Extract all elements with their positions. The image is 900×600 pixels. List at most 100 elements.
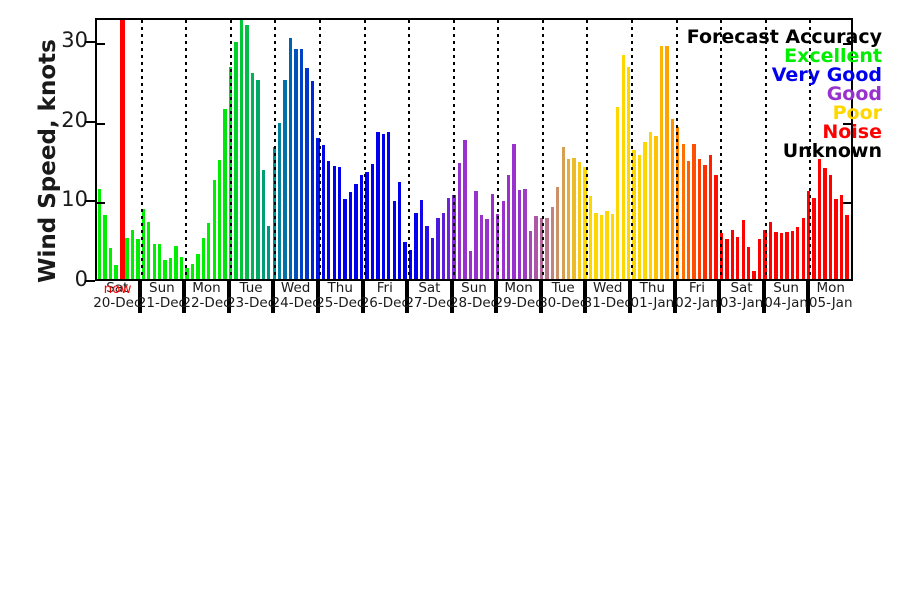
x-axis: Sat 20-Dec Sun 21-Dec Mon 22-Dec Tue 23-Dec Wed 2… — [93, 280, 853, 313]
x-axis-day-of-week: Fri — [376, 280, 393, 296]
bar — [294, 49, 298, 279]
bar — [643, 141, 647, 279]
bar — [485, 219, 489, 279]
x-axis-day-label: Mon 05-Jan — [802, 281, 860, 311]
day-separator — [631, 20, 634, 279]
bar — [501, 200, 505, 279]
bar — [517, 189, 522, 279]
x-axis-day-label: Sat 27-Dec — [400, 281, 458, 311]
bar — [845, 215, 849, 279]
bar — [299, 49, 304, 279]
y-tick-label: 30 — [61, 27, 88, 52]
bar — [741, 220, 745, 279]
x-axis-day-tick — [761, 281, 766, 313]
x-axis-date: 02-Jan — [675, 295, 719, 311]
bar — [354, 184, 358, 279]
x-axis-day-tick — [226, 281, 231, 313]
bar — [141, 208, 146, 279]
bar — [212, 180, 216, 279]
bar — [387, 131, 391, 279]
y-tick-mark — [85, 280, 95, 282]
bar — [108, 247, 113, 279]
bar — [136, 239, 140, 279]
now-marker-line — [119, 20, 125, 279]
x-axis-day-of-week: Sat — [106, 280, 129, 296]
day-separator — [363, 20, 366, 279]
day-separator — [408, 20, 411, 279]
x-axis-day-tick — [449, 281, 454, 313]
bar — [637, 155, 642, 279]
bar — [201, 237, 206, 279]
y-tick-mark-inner-right — [843, 122, 851, 125]
bar — [337, 167, 342, 279]
bar — [359, 174, 364, 279]
bar — [305, 67, 309, 279]
bar — [365, 172, 369, 279]
bar — [828, 175, 833, 279]
bar — [436, 217, 440, 279]
bar — [648, 132, 653, 279]
x-axis-day-tick — [672, 281, 677, 313]
bar — [785, 231, 789, 279]
legend-item-poor: Poor — [832, 102, 882, 124]
bar — [348, 192, 353, 279]
bar — [550, 207, 555, 279]
x-axis-day-label: Sun 28-Dec — [445, 281, 503, 311]
x-axis-day-of-week: Sun — [773, 280, 799, 296]
x-axis-day-of-week: Thu — [639, 280, 666, 296]
day-separator — [541, 20, 544, 279]
x-axis-date: 04-Jan — [764, 295, 808, 311]
x-axis-day-label: Sun 21-Dec — [133, 281, 191, 311]
x-axis-day-label: Tue 30-Dec — [534, 281, 592, 311]
x-axis-day-label: Wed 31-Dec — [579, 281, 637, 311]
bar — [556, 186, 560, 279]
bar — [730, 230, 734, 279]
x-axis-day-label: Mon 22-Dec — [177, 281, 235, 311]
bar — [207, 223, 211, 279]
bar — [168, 258, 173, 279]
x-axis-day-of-week: Fri — [688, 280, 705, 296]
bar — [512, 143, 516, 279]
x-axis-day-tick — [360, 281, 365, 313]
bar — [561, 146, 565, 279]
bar — [234, 42, 238, 279]
x-axis-day-of-week: Sun — [461, 280, 487, 296]
bar — [288, 38, 293, 279]
bar — [774, 231, 778, 279]
bar — [272, 146, 276, 279]
x-axis-date: 03-Jan — [719, 295, 764, 311]
x-axis-day-of-week: Thu — [327, 280, 353, 296]
bar — [419, 200, 424, 279]
x-axis-day-label: Fri 02-Jan — [668, 281, 726, 311]
bar — [425, 226, 429, 279]
day-separator — [809, 20, 812, 279]
x-axis-day-tick — [494, 281, 499, 313]
bar — [708, 155, 713, 279]
bar — [528, 231, 533, 279]
day-separator — [452, 20, 455, 279]
bar — [397, 181, 402, 279]
bar — [463, 140, 467, 279]
x-axis-day-tick — [717, 281, 722, 313]
legend-item-excellent: Excellent — [784, 45, 882, 67]
bar — [321, 145, 325, 279]
bar — [676, 126, 680, 279]
bar — [539, 218, 544, 279]
bar — [594, 212, 598, 279]
bar — [659, 46, 664, 279]
bar — [605, 211, 609, 279]
x-axis-day-label: Sat 03-Jan — [713, 281, 771, 311]
x-axis-day-label: Sat 20-Dec — [88, 281, 146, 311]
x-axis-date: 21-Dec — [137, 295, 186, 311]
bar — [697, 159, 702, 279]
x-axis-date: 26-Dec — [360, 295, 409, 311]
bar — [567, 158, 571, 279]
bar — [812, 197, 816, 279]
now-marker-label: now — [103, 281, 132, 297]
bar — [490, 193, 495, 279]
x-axis-day-label: Tue 23-Dec — [222, 281, 280, 311]
day-separator — [720, 20, 723, 279]
y-tick-label: 10 — [61, 187, 88, 212]
bar — [632, 149, 636, 279]
